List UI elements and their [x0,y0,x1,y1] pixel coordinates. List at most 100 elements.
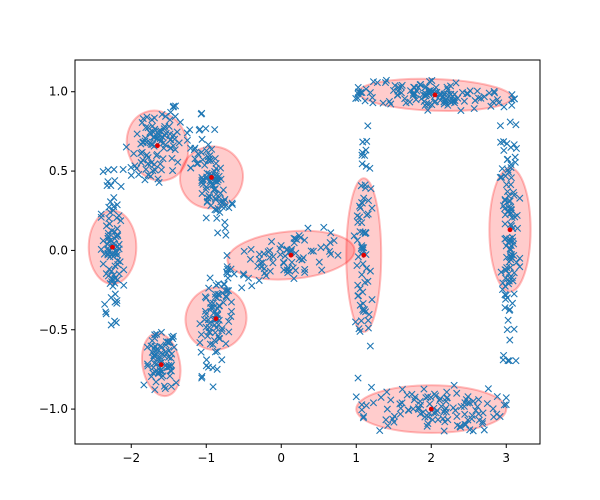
data-point [200,316,209,324]
data-point [368,204,376,212]
data-point [484,385,492,393]
component-center [507,227,513,233]
data-point [382,416,390,424]
data-point [148,116,156,124]
data-point [390,412,399,420]
data-point [223,263,231,271]
data-point [330,236,338,245]
data-point [120,266,128,274]
data-point [451,406,459,414]
data-point [490,413,498,421]
data-point [411,90,419,98]
data-point [161,112,170,120]
data-point [505,306,513,315]
data-point [387,396,395,404]
data-point [461,410,469,418]
data-point [197,348,205,356]
data-point [280,266,288,274]
data-point [105,214,113,223]
data-point [211,337,219,345]
data-point [288,258,296,266]
data-point [440,408,448,416]
data-point [362,85,370,93]
data-point [507,174,515,182]
data-point [364,210,372,218]
data-point [368,296,376,304]
data-point [133,130,141,138]
data-point [304,224,312,232]
data-point [198,372,206,380]
data-point [187,164,195,172]
data-point [212,164,220,173]
data-point [422,394,430,402]
data-point [197,330,205,339]
data-point [165,346,173,355]
data-point [503,140,511,148]
data-point [397,83,405,91]
data-point [174,158,182,166]
data-point [269,259,277,267]
data-point [214,290,222,298]
data-point [307,247,315,255]
data-point [502,266,510,274]
data-point [493,392,501,401]
data-point [156,160,164,168]
data-point [106,279,114,288]
data-point [506,245,514,253]
data-point [216,335,224,343]
data-point [369,399,378,407]
data-points [97,76,524,435]
data-point [506,197,514,205]
data-point [227,312,235,321]
data-point [358,199,366,207]
data-point [101,300,109,308]
data-point [353,261,361,270]
data-point [111,298,119,306]
data-point [201,307,210,315]
data-point [110,165,118,174]
data-point [361,151,369,160]
data-point [358,219,366,227]
data-point [410,396,418,404]
y-tick-label: −0.5 [39,323,68,337]
data-point [219,298,228,307]
data-point [206,193,214,201]
data-point [122,143,130,151]
data-point [190,146,198,154]
data-point [196,339,204,347]
data-point [102,308,110,316]
data-point [480,426,488,434]
data-point [142,165,150,173]
data-point [159,155,167,163]
data-point [373,78,381,87]
data-point [194,159,202,168]
data-point [499,202,508,210]
data-point [384,422,392,430]
data-point [513,258,521,267]
data-point [168,350,176,358]
data-point [146,139,154,147]
data-point [470,104,478,113]
data-point [367,383,376,391]
component-center [155,143,160,149]
data-point [428,416,437,424]
data-point [137,149,145,157]
data-point [387,100,395,108]
data-point [238,284,246,292]
data-point [211,125,219,134]
data-point [261,269,269,277]
data-point [359,138,367,146]
data-point [106,253,114,261]
data-point [99,260,107,268]
data-point [457,402,465,411]
data-point [424,393,432,401]
data-point [468,415,476,423]
data-point [240,247,248,255]
data-point [99,237,107,245]
data-point [505,168,513,176]
data-point [436,394,444,403]
data-point [150,351,158,360]
data-point [175,139,183,147]
data-point [209,304,217,312]
data-point [211,348,219,356]
